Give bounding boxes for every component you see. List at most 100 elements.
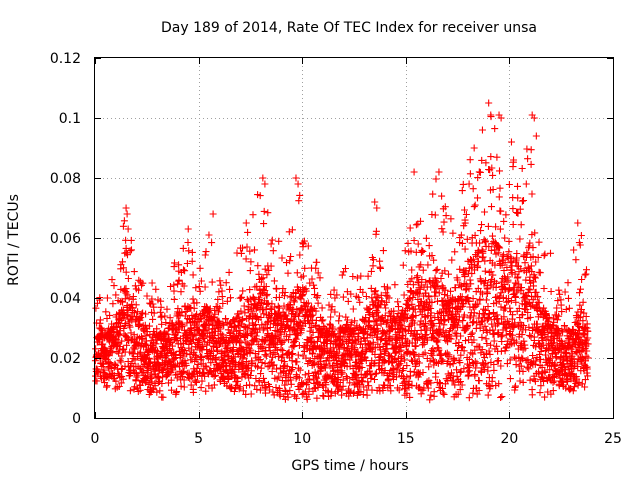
data-point bbox=[259, 174, 267, 182]
y-tick-label: 0.02 bbox=[50, 351, 81, 367]
y-tick-label: 0.1 bbox=[59, 111, 81, 127]
data-point bbox=[170, 324, 178, 332]
data-point bbox=[557, 348, 565, 356]
data-point-cluster bbox=[121, 236, 144, 395]
data-point-cluster bbox=[524, 146, 547, 399]
y-tick-label: 0.06 bbox=[50, 231, 81, 247]
data-point bbox=[110, 342, 118, 350]
data-point bbox=[267, 240, 275, 248]
x-tick-labels: 0 5 10 15 20 25 bbox=[91, 431, 622, 447]
data-point bbox=[510, 156, 518, 164]
data-point-cluster bbox=[315, 274, 338, 400]
data-point bbox=[373, 204, 381, 212]
data-point bbox=[236, 294, 244, 302]
data-point-cluster bbox=[435, 192, 457, 398]
data-point bbox=[414, 240, 422, 248]
data-point bbox=[195, 327, 203, 335]
data-point bbox=[277, 321, 285, 329]
data-point bbox=[309, 306, 317, 314]
data-point bbox=[497, 114, 505, 122]
y-tick-label: 0 bbox=[72, 411, 81, 427]
data-point bbox=[222, 342, 230, 350]
data-point-cluster bbox=[256, 192, 278, 399]
data-point-cluster bbox=[136, 278, 159, 398]
data-point-cluster bbox=[271, 237, 293, 403]
data-point bbox=[209, 210, 217, 218]
data-point bbox=[145, 348, 153, 356]
data-point bbox=[103, 294, 111, 302]
data-point bbox=[547, 324, 555, 332]
data-point-cluster bbox=[196, 239, 219, 395]
data-point bbox=[116, 330, 124, 338]
data-point bbox=[435, 168, 443, 176]
x-tick-label: 0 bbox=[91, 431, 100, 447]
data-point bbox=[570, 246, 578, 254]
data-point bbox=[371, 198, 379, 206]
data-point-cluster bbox=[449, 180, 472, 401]
data-point-cluster bbox=[91, 294, 114, 391]
y-tick-labels: 0 0.02 0.04 0.06 0.08 0.1 0.12 bbox=[50, 51, 81, 427]
data-point bbox=[124, 225, 132, 233]
data-point bbox=[385, 309, 393, 317]
data-point bbox=[132, 315, 140, 323]
x-tick-label: 15 bbox=[397, 431, 415, 447]
y-tick-label: 0.08 bbox=[50, 171, 81, 187]
data-point-cluster bbox=[494, 163, 517, 401]
data-point bbox=[501, 324, 509, 332]
data-point-cluster bbox=[226, 244, 248, 395]
data-point-cluster bbox=[211, 268, 234, 390]
data-point bbox=[532, 132, 540, 140]
data-point bbox=[123, 210, 131, 218]
x-axis-label: GPS time / hours bbox=[291, 458, 408, 474]
data-point bbox=[157, 366, 165, 374]
data-point bbox=[97, 324, 105, 332]
data-point bbox=[242, 219, 250, 227]
data-point bbox=[487, 111, 495, 119]
data-point-cluster bbox=[300, 237, 323, 403]
data-point bbox=[205, 231, 213, 239]
chart-title: Day 189 of 2014, Rate Of TEC Index for r… bbox=[161, 20, 537, 36]
data-point bbox=[294, 180, 302, 188]
x-tick-label: 20 bbox=[500, 431, 518, 447]
y-axis-label: ROTI / TECUs bbox=[6, 194, 22, 286]
data-point bbox=[454, 276, 462, 284]
data-point-cluster bbox=[584, 327, 592, 362]
data-point bbox=[470, 144, 478, 152]
data-point bbox=[335, 312, 343, 320]
data-point-cluster bbox=[420, 175, 442, 404]
x-tick-label: 5 bbox=[194, 431, 203, 447]
data-point bbox=[323, 333, 331, 341]
y-tick-label: 0.12 bbox=[50, 51, 81, 67]
data-point-cluster bbox=[509, 145, 532, 394]
data-point bbox=[261, 180, 269, 188]
y-tick-label: 0.04 bbox=[50, 291, 81, 307]
data-point-cluster bbox=[539, 249, 562, 401]
x-tick-label: 10 bbox=[293, 431, 311, 447]
data-point bbox=[122, 204, 130, 212]
plot-frame bbox=[94, 57, 614, 419]
data-point-cluster bbox=[569, 232, 592, 395]
data-point-cluster bbox=[464, 156, 487, 402]
x-tick-label: 25 bbox=[604, 431, 622, 447]
data-point-cluster bbox=[479, 113, 502, 399]
data-point-cluster bbox=[151, 285, 174, 401]
data-point bbox=[292, 174, 300, 182]
data-point-cluster bbox=[241, 191, 263, 398]
data-point-cluster bbox=[390, 239, 413, 399]
data-point bbox=[180, 282, 188, 290]
data-point bbox=[507, 138, 515, 146]
data-point bbox=[582, 342, 590, 350]
data-point bbox=[410, 168, 418, 176]
data-points bbox=[91, 99, 592, 404]
data-point bbox=[485, 99, 493, 107]
data-point bbox=[530, 114, 538, 122]
data-point-cluster bbox=[330, 265, 353, 400]
data-point-cluster bbox=[405, 217, 427, 401]
data-point bbox=[439, 228, 447, 236]
data-point-cluster bbox=[106, 217, 129, 393]
data-point bbox=[574, 219, 582, 227]
data-point bbox=[352, 339, 360, 347]
data-point bbox=[478, 126, 486, 134]
